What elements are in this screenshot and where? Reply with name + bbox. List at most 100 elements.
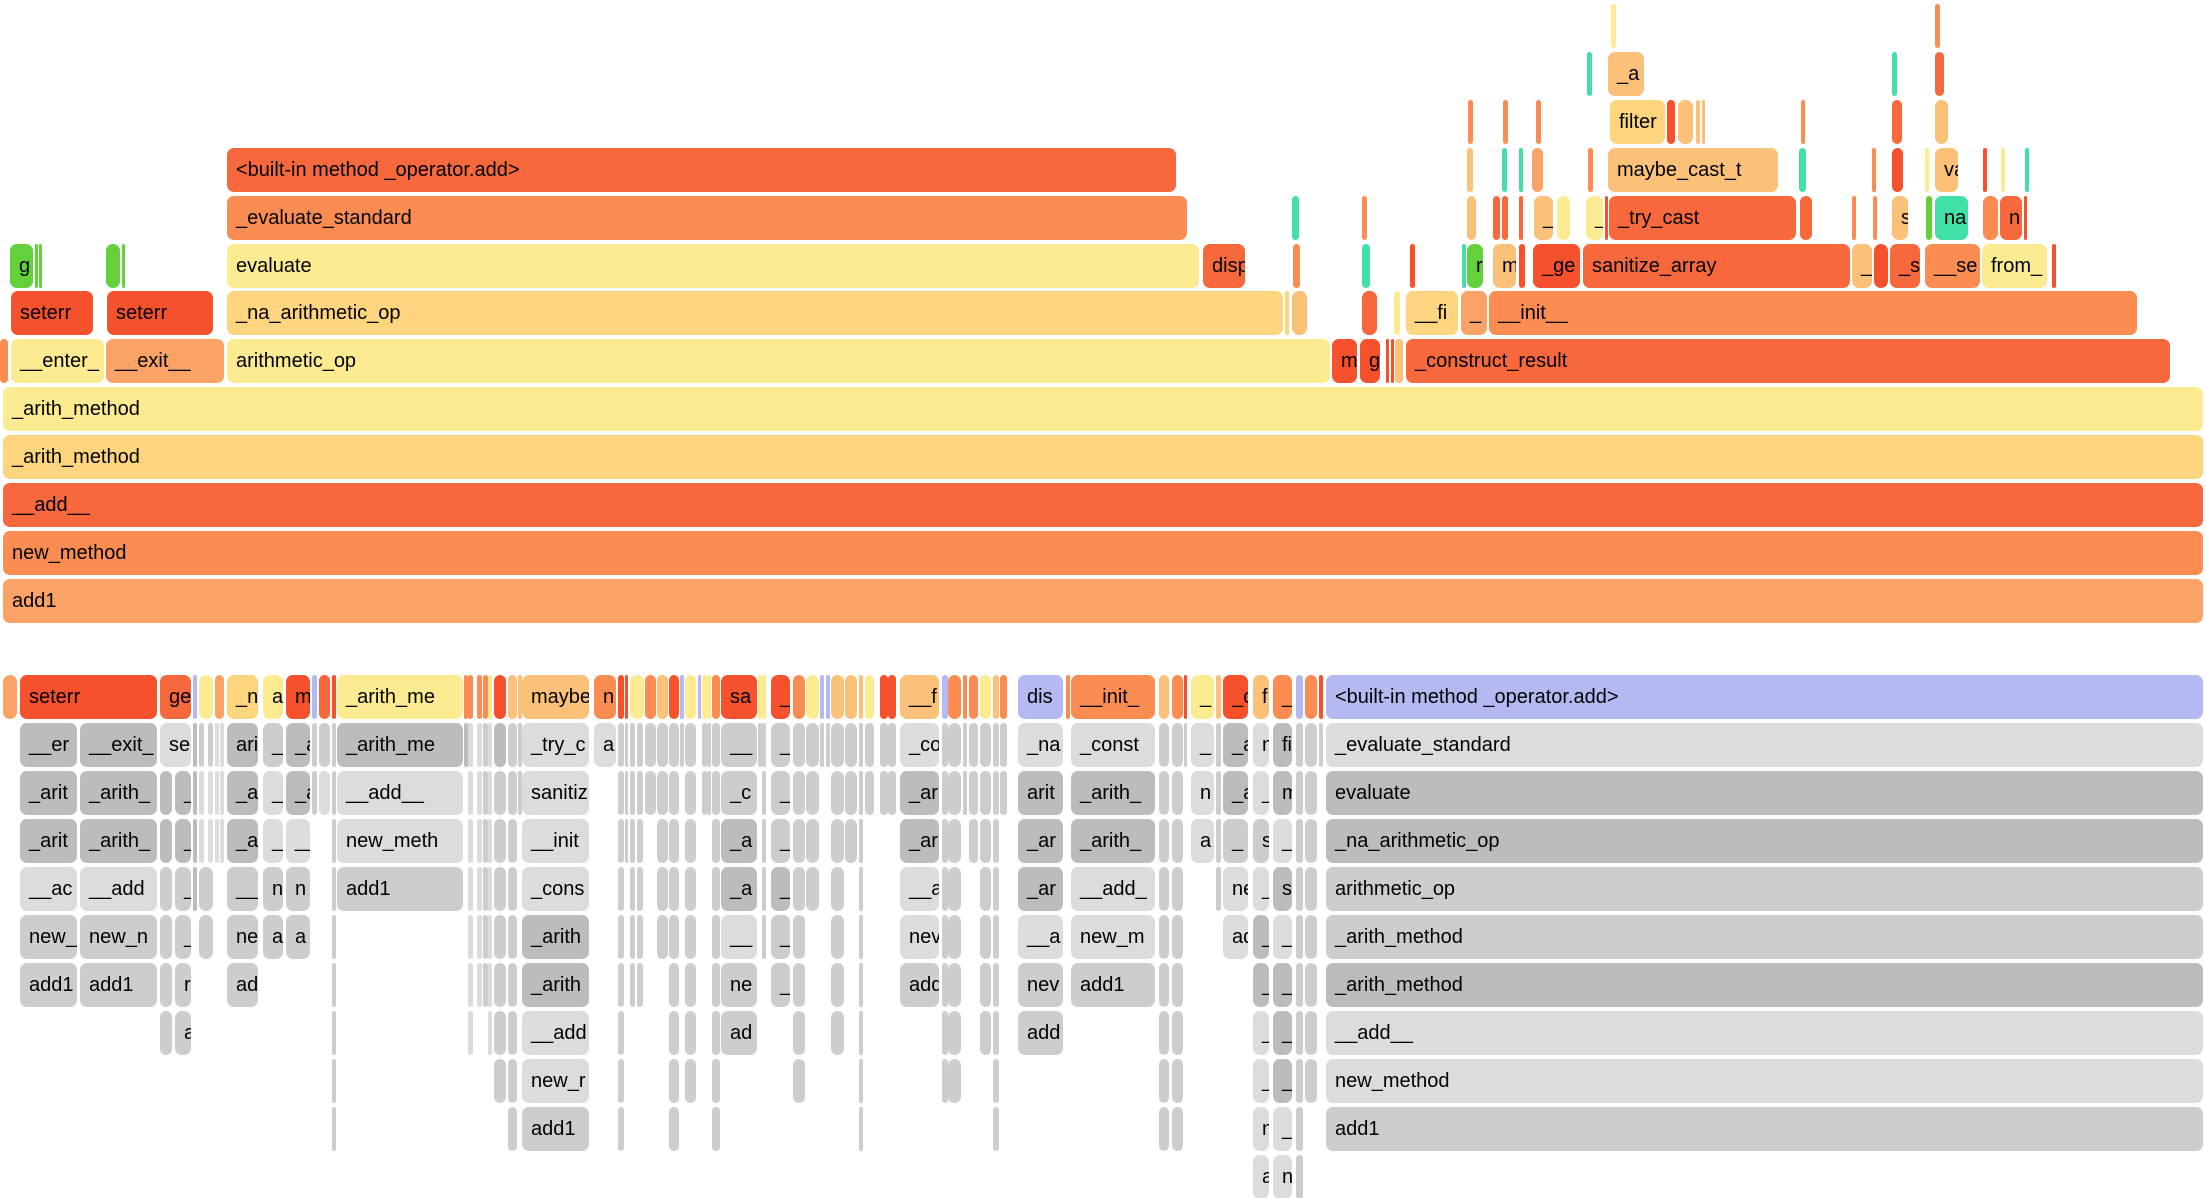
frame-<[interactable] [1935,99,1948,144]
frame-f[interactable] [494,723,506,767]
frame-sliver[interactable] [1362,243,1370,288]
frame-sliver[interactable] [888,771,896,815]
frame-<builtinmethod_operator.add>[interactable]: <built-in method _operator.add> [1326,675,2203,719]
frame-f[interactable] [980,675,991,719]
frame-sliver[interactable] [477,675,482,719]
frame-sliver[interactable] [625,723,628,767]
frame-_const[interactable]: _const [1071,723,1155,767]
frame-sliver[interactable] [826,723,830,767]
frame-sliver[interactable] [199,675,213,719]
frame-sliver[interactable] [1000,723,1007,767]
frame-sliver[interactable] [508,1011,517,1055]
frame-sliver[interactable] [1926,195,1932,240]
frame-sliver[interactable] [1000,675,1007,719]
frame-a[interactable] [1296,1155,1303,1198]
frame-sliver[interactable] [1502,195,1508,240]
frame-sliver[interactable] [477,723,482,767]
frame-_ar[interactable]: _ar [900,771,939,815]
frame-new_m[interactable]: new_m [1071,915,1155,959]
frame-sliver[interactable] [1184,723,1187,767]
frame-_[interactable]: _ [1273,819,1292,863]
frame-add1[interactable]: add1 [3,578,2203,623]
frame-sliver[interactable] [831,819,844,863]
frame-sliver[interactable] [468,963,473,1007]
frame-sliver[interactable] [1702,99,1705,144]
frame-sliver[interactable] [942,1011,948,1055]
frame-_arith_method[interactable]: _arith_method [3,435,2203,480]
frame-sliver[interactable] [2025,147,2029,192]
frame-sliver[interactable] [1519,195,1523,240]
frame-_[interactable] [1557,195,1570,240]
frame-m[interactable]: m [1273,771,1292,815]
frame-__init_[interactable]: __init_ [1071,675,1155,719]
frame-sliver[interactable] [468,819,473,863]
frame-sliver[interactable] [698,675,701,719]
frame-_[interactable]: _ [1273,675,1292,719]
frame-sliver[interactable] [618,963,624,1007]
frame-a[interactable] [494,1059,506,1103]
frame-sliver[interactable] [963,675,967,719]
frame-sliver[interactable] [1587,51,1592,96]
frame-filter[interactable]: filter [1610,99,1665,144]
frame-g[interactable]: g [1360,339,1380,384]
frame-sliver[interactable] [669,819,679,863]
frame-sliver[interactable] [625,675,628,719]
frame-sliver[interactable] [1467,195,1476,240]
frame-sliver[interactable] [618,675,624,719]
frame-sliver[interactable] [793,867,805,911]
frame-__ac[interactable]: __ac [20,867,77,911]
frame-_a[interactable]: _a [227,771,258,815]
frame-sliver[interactable] [712,771,720,815]
frame-sliver[interactable] [494,963,506,1007]
frame-sliver[interactable] [657,771,668,815]
frame-sliver[interactable] [618,1059,624,1103]
frame-_evaluate_standard[interactable]: _evaluate_standard [1326,723,2203,767]
frame-_[interactable]: _ [771,723,790,767]
frame-sliver[interactable] [669,723,679,767]
frame-seterr[interactable]: seterr [20,675,157,719]
frame-_[interactable]: _ [1273,963,1292,1007]
frame-sliver[interactable] [1519,147,1523,192]
frame-sliver[interactable] [488,819,492,863]
frame-sliver[interactable] [1696,99,1700,144]
frame-add1[interactable]: add1 [522,1107,589,1151]
frame-sliver[interactable] [712,675,720,719]
frame-_[interactable] [685,915,696,959]
frame-sliver[interactable] [483,819,488,863]
frame-sliver[interactable] [488,1011,492,1055]
frame-_[interactable]: _ [1253,1011,1269,1055]
frame-sliver[interactable] [508,771,517,815]
frame-sliver[interactable] [1935,4,1940,48]
frame-sliver[interactable] [630,867,635,911]
frame-sliver[interactable] [669,963,679,1007]
frame-sliver[interactable] [332,771,336,815]
frame-_[interactable]: _ [1273,1011,1292,1055]
frame-sliver[interactable] [1678,99,1693,144]
frame-_ar[interactable]: _ar [1018,867,1063,911]
frame-sliver[interactable] [1588,147,1593,192]
frame-sliver[interactable] [2052,243,2056,288]
frame-sliver[interactable] [468,867,473,911]
frame-_[interactable]: _ [263,723,283,767]
frame-sliver[interactable] [1296,963,1303,1007]
frame-_[interactable] [319,675,330,719]
frame-sliver[interactable] [645,723,656,767]
frame-a[interactable] [160,1011,172,1055]
frame-sliver[interactable] [758,675,762,719]
frame-sliver[interactable] [193,819,197,863]
frame-_[interactable] [980,915,991,959]
frame-sliver[interactable] [1536,99,1541,144]
frame-_[interactable]: _ [1253,771,1269,815]
frame-sliver[interactable] [1892,147,1903,192]
frame-new_meth[interactable]: new_meth [337,819,463,863]
frame-sliver[interactable] [468,771,473,815]
frame-sliver[interactable] [669,867,679,911]
frame-add1[interactable]: add1 [20,963,77,1007]
frame-sliver[interactable] [1305,723,1317,767]
frame-_s[interactable]: _s [1890,243,1920,288]
frame-s[interactable] [1292,291,1307,336]
frame-sliver[interactable] [888,675,896,719]
frame-sliver[interactable] [657,723,668,767]
frame-sliver[interactable] [637,819,643,863]
frame-ge[interactable]: ge [160,675,191,719]
